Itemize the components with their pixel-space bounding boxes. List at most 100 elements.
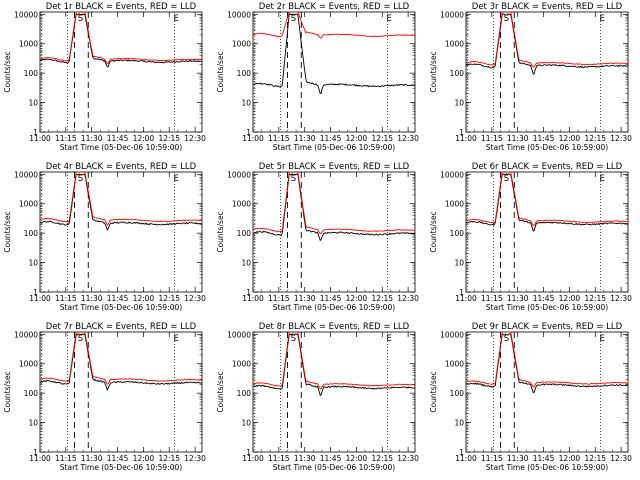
x-tick-label: 11:15: [481, 134, 503, 143]
x-tick-label: 11:15: [268, 454, 290, 463]
x-tick-label: 11:00: [29, 134, 51, 143]
y-tick-label: 10: [28, 99, 38, 108]
y-tick-label: 10: [241, 419, 251, 428]
end-marker-letter: E: [386, 14, 391, 24]
y-tick-label: 1: [246, 288, 251, 297]
x-tick-label: 11:00: [29, 454, 51, 463]
y-tick-label: 1000: [19, 40, 38, 49]
start-marker-letter: S: [78, 14, 83, 24]
x-tick-label: 12:15: [371, 454, 393, 463]
x-axis-label: Start Time (05-Dec-06 10:59:00): [486, 303, 608, 312]
x-tick-label: 12:30: [610, 134, 632, 143]
series-line-events: [253, 332, 415, 397]
x-tick-label: 12:00: [559, 294, 581, 303]
series-line-lld: [253, 332, 415, 390]
x-axis-label: Start Time (05-Dec-06 10:59:00): [273, 143, 395, 152]
x-tick-label: 11:45: [107, 294, 129, 303]
x-tick-label: 12:30: [184, 294, 206, 303]
y-tick-label: 10000: [440, 10, 464, 19]
start-marker-letter: S: [78, 334, 83, 344]
x-tick-label: 11:00: [455, 134, 477, 143]
x-tick-label: 12:00: [346, 454, 368, 463]
y-tick-label: 10000: [14, 170, 38, 179]
x-tick-label: 11:45: [107, 134, 129, 143]
x-tick-label: 11:30: [294, 294, 316, 303]
panel-title: Det 8r BLACK = Events, RED = LLD: [259, 322, 410, 332]
x-tick-label: 11:45: [533, 134, 555, 143]
end-marker-letter: E: [173, 334, 178, 344]
panel-title: Det 5r BLACK = Events, RED = LLD: [259, 162, 410, 172]
y-tick-label: 10000: [440, 330, 464, 339]
y-axis-label: Counts/sec: [3, 371, 12, 412]
plot-frame: [465, 171, 629, 293]
x-tick-label: 11:45: [320, 294, 342, 303]
x-tick-label: 11:30: [507, 454, 529, 463]
detector-panel-3: Det 3r BLACK = Events, RED = LLD 1 10 100 10…: [429, 2, 632, 152]
y-tick-label: 10: [241, 259, 251, 268]
x-tick-label: 12:15: [584, 294, 606, 303]
plot-frame: [252, 331, 416, 453]
y-tick-label: 10: [28, 419, 38, 428]
series-line-lld: [466, 12, 628, 68]
y-tick-label: 10000: [14, 10, 38, 19]
start-marker-letter: S: [78, 174, 83, 184]
x-tick-label: 12:00: [559, 134, 581, 143]
x-axis-label: Start Time (05-Dec-06 10:59:00): [60, 143, 182, 152]
panel-title: Det 2r BLACK = Events, RED = LLD: [259, 2, 410, 12]
x-tick-label: 12:30: [610, 294, 632, 303]
start-marker-letter: S: [291, 174, 296, 184]
y-tick-label: 100: [24, 229, 39, 238]
end-marker-letter: E: [386, 334, 391, 344]
y-tick-label: 100: [237, 389, 252, 398]
series-line-events: [466, 173, 628, 232]
y-axis-label: Counts/sec: [216, 371, 225, 412]
end-marker-letter: E: [173, 14, 178, 24]
y-tick-label: 10: [454, 419, 464, 428]
y-tick-label: 1: [459, 128, 464, 137]
y-tick-label: 100: [450, 229, 465, 238]
detector-panel-5: Det 5r BLACK = Events, RED = LLD 1 10 100 10…: [216, 162, 419, 312]
x-tick-label: 11:45: [107, 454, 129, 463]
y-tick-label: 1000: [445, 200, 464, 209]
x-tick-label: 11:30: [81, 294, 103, 303]
y-tick-label: 1000: [445, 40, 464, 49]
x-tick-label: 12:15: [158, 454, 180, 463]
y-tick-label: 100: [237, 69, 252, 78]
detector-panel-4: Det 4r BLACK = Events, RED = LLD 1 10 100 10…: [3, 162, 206, 312]
series-line-lld: [253, 172, 415, 235]
x-tick-label: 11:00: [455, 454, 477, 463]
series-line-lld: [40, 12, 202, 65]
y-tick-label: 10000: [227, 10, 251, 19]
y-tick-label: 1: [246, 448, 251, 457]
y-axis-label: Counts/sec: [429, 51, 438, 92]
x-tick-label: 12:15: [371, 294, 393, 303]
series-line-events: [40, 333, 202, 392]
plot-frame: [465, 331, 629, 453]
x-tick-label: 11:15: [481, 454, 503, 463]
x-tick-label: 12:00: [559, 454, 581, 463]
x-tick-label: 11:00: [29, 294, 51, 303]
x-tick-label: 11:30: [294, 134, 316, 143]
y-tick-label: 1: [33, 448, 38, 457]
x-tick-label: 12:30: [184, 454, 206, 463]
x-tick-label: 12:15: [158, 294, 180, 303]
end-marker-letter: E: [599, 14, 604, 24]
y-axis-label: Counts/sec: [429, 211, 438, 252]
x-tick-label: 12:15: [371, 134, 393, 143]
x-tick-label: 12:00: [133, 294, 155, 303]
x-tick-label: 11:15: [268, 294, 290, 303]
y-tick-label: 1000: [19, 200, 38, 209]
x-tick-label: 11:00: [242, 294, 264, 303]
y-tick-label: 1: [33, 288, 38, 297]
x-tick-label: 11:15: [55, 134, 77, 143]
y-axis-label: Counts/sec: [216, 211, 225, 252]
panel-title: Det 1r BLACK = Events, RED = LLD: [46, 2, 197, 12]
x-tick-label: 11:15: [55, 294, 77, 303]
y-tick-label: 1000: [232, 200, 251, 209]
series-line-events: [253, 173, 415, 242]
series-line-events: [253, 13, 415, 95]
y-tick-label: 10000: [440, 170, 464, 179]
end-marker-letter: E: [386, 174, 391, 184]
y-tick-label: 10000: [14, 330, 38, 339]
x-tick-label: 12:30: [397, 454, 419, 463]
